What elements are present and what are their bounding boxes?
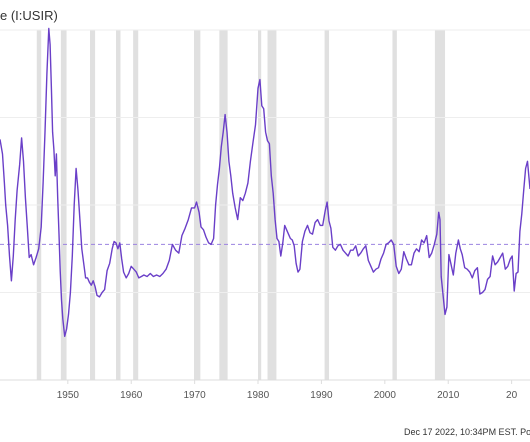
series-layer — [0, 27, 530, 337]
series-line — [0, 27, 530, 337]
x-tick-label: 1960 — [120, 390, 143, 401]
footer-timestamp: Dec 17 2022, 10:34PM EST. Powere — [404, 427, 530, 437]
chart-title: e (I:USIR) — [0, 8, 58, 23]
x-tick-label: 2000 — [374, 390, 397, 401]
x-tick-label: 1990 — [310, 390, 333, 401]
x-tick-label: 2010 — [437, 390, 460, 401]
x-axis: 1950 1960 1970 1980 1990 2000 2010 20 — [0, 379, 530, 401]
x-tick-label: 1950 — [57, 390, 80, 401]
x-tick-label: 1980 — [247, 390, 270, 401]
x-tick-label: 1970 — [184, 390, 207, 401]
x-tick-label: 20 — [506, 390, 518, 401]
